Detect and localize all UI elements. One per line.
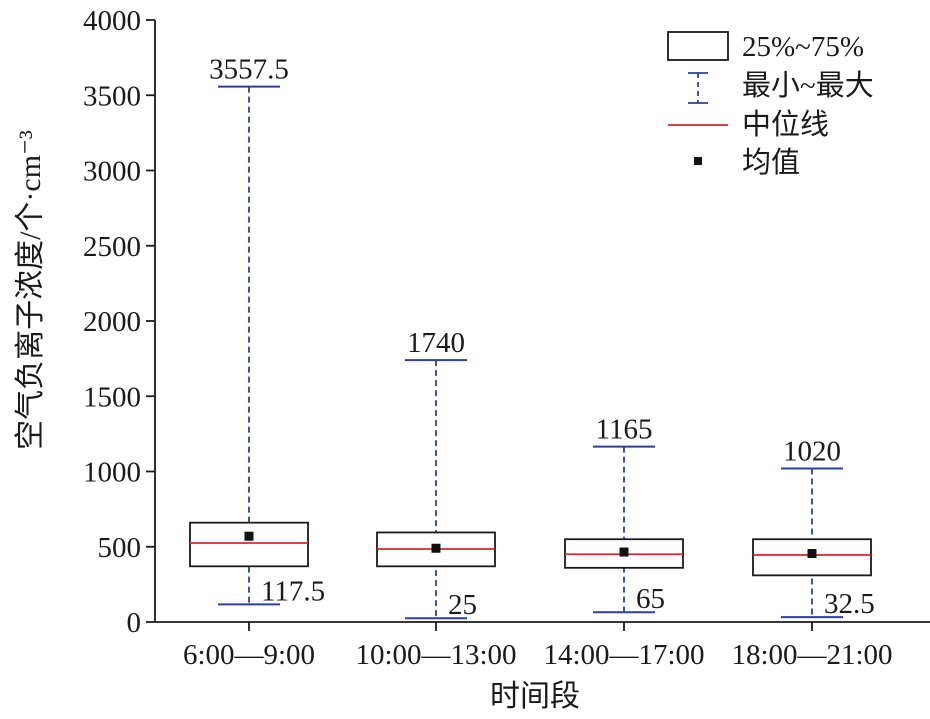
- mean-marker: [431, 543, 441, 553]
- legend-whisker-swatch: [688, 72, 708, 104]
- y-tick-label: 500: [98, 532, 142, 564]
- y-tick-label: 0: [127, 607, 142, 639]
- box-iqr: [189, 521, 309, 568]
- min-value-label: 25: [448, 589, 477, 621]
- max-value-label: 1165: [596, 414, 653, 446]
- y-tick-label: 3000: [83, 156, 141, 188]
- legend-label-whisker: 最小~最大: [742, 69, 874, 102]
- mean-marker: [244, 531, 254, 541]
- x-tick-label: 10:00—13:00: [355, 639, 516, 671]
- min-value-label: 32.5: [824, 588, 875, 620]
- box-group: 1020 32.5: [752, 435, 875, 620]
- max-value-label: 3557.5: [209, 54, 289, 86]
- legend-label-median: 中位线: [742, 108, 829, 141]
- mean-marker: [807, 549, 817, 559]
- axes: 0 500 1000 1500 2000 2500 3000 3500 4000 6:00—9:0…: [83, 5, 930, 671]
- min-value-label: 65: [636, 583, 665, 615]
- box-group: 1740 25: [376, 327, 496, 621]
- x-tick-label: 14:00—17:00: [543, 639, 704, 671]
- x-tick-label: 18:00—21:00: [731, 639, 892, 671]
- box-group: 3557.5 117.5: [189, 54, 325, 607]
- max-value-label: 1740: [407, 327, 465, 359]
- y-axis-title: 空气负离子浓度/个·cm⁻³: [14, 130, 47, 450]
- y-tick-label: 3500: [83, 80, 141, 112]
- min-value-label: 117.5: [261, 575, 325, 607]
- x-tick-label: 6:00—9:00: [183, 639, 315, 671]
- y-tick-label: 1500: [83, 381, 141, 413]
- legend-box-swatch: [667, 31, 729, 61]
- plot-area: 3557.5 117.5 1740 25 1165 65 1020 32.5: [189, 54, 875, 621]
- y-tick-label: 4000: [83, 5, 141, 37]
- mean-marker: [619, 547, 629, 557]
- y-tick-label: 2000: [83, 306, 141, 338]
- legend-mean-swatch: [694, 157, 702, 165]
- x-axis-title: 时间段: [490, 680, 580, 713]
- y-tick-label: 1000: [83, 457, 141, 489]
- legend-label-box: 25%~75%: [742, 31, 864, 63]
- box-group: 1165 65: [564, 414, 684, 615]
- y-tick-label: 2500: [83, 231, 141, 263]
- legend: 25%~75% 最小~最大 中位线 均值: [667, 31, 874, 179]
- legend-label-mean: 均值: [742, 146, 800, 179]
- max-value-label: 1020: [783, 435, 841, 467]
